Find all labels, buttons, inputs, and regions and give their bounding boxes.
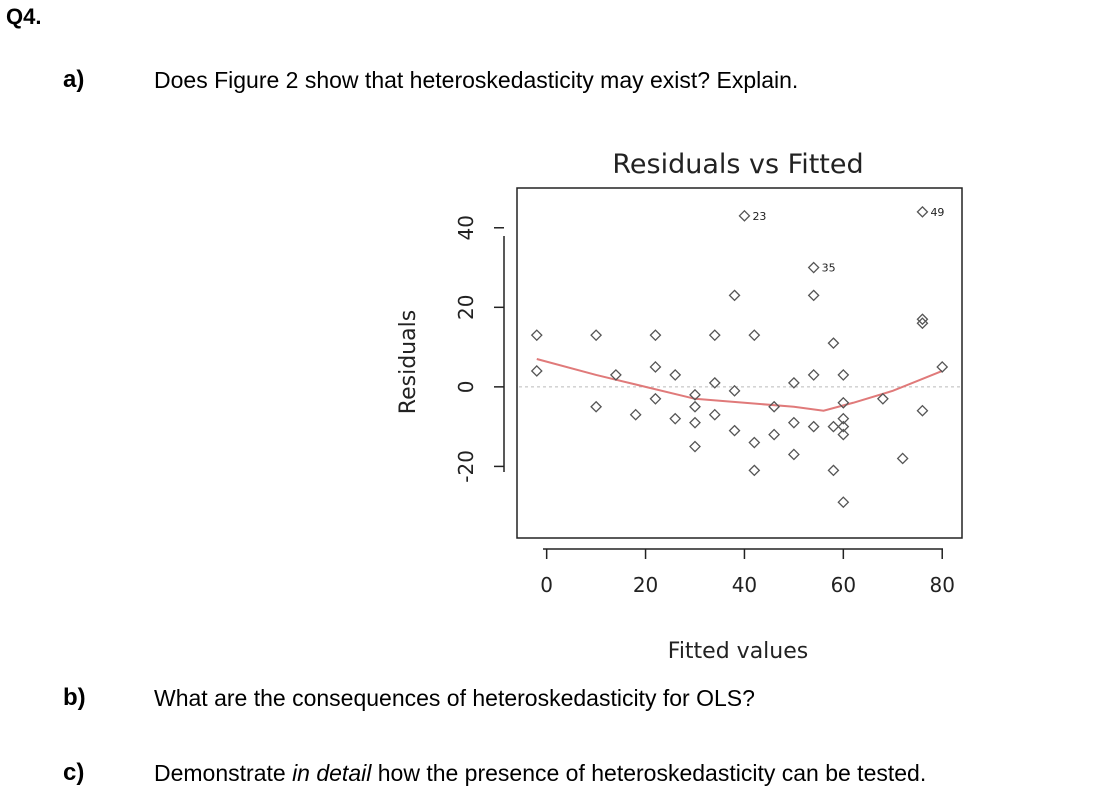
part-a-text: Does Figure 2 show that heteroskedastici… [154, 67, 799, 93]
x-tick-label: 40 [732, 573, 757, 597]
part-c-text-start: Demonstrate [154, 760, 293, 786]
data-point [837, 412, 850, 425]
y-axis-label: Residuals [396, 310, 421, 414]
data-point [649, 329, 662, 342]
data-point [787, 448, 800, 461]
data-point [837, 428, 850, 441]
data-point [896, 452, 909, 465]
data-point [827, 464, 840, 477]
data-point [807, 261, 820, 274]
data-point [807, 289, 820, 302]
data-point [807, 369, 820, 381]
data-point [916, 404, 929, 417]
smooth-trend-line [536, 358, 943, 412]
data-point [768, 400, 781, 413]
x-tick-label: 0 [540, 573, 553, 597]
x-tick-label: 20 [633, 573, 658, 597]
data-point [649, 361, 662, 373]
data-point [876, 392, 889, 405]
data-point [649, 392, 662, 405]
data-point [708, 376, 721, 389]
data-point [689, 400, 701, 413]
data-point [530, 329, 543, 342]
data-point [787, 376, 800, 389]
x-axis-label: Fitted values [668, 639, 808, 664]
part-b-label: b) [63, 684, 86, 711]
chart-title: Residuals vs Fitted [612, 149, 863, 180]
data-point [827, 337, 840, 350]
part-c-text-end: how the presence of heteroskedasticity c… [371, 760, 927, 786]
y-tick-label: 0 [454, 380, 478, 393]
data-point [590, 400, 603, 413]
data-point [629, 408, 642, 421]
data-point [748, 436, 761, 449]
point-label: 35 [822, 262, 836, 275]
data-point [530, 365, 543, 377]
part-a-label: a) [63, 66, 85, 93]
part-c-emphasis: in detail [292, 760, 372, 786]
data-point [936, 361, 949, 373]
point-label: 49 [930, 206, 944, 219]
data-point [689, 440, 701, 453]
data-point [748, 329, 761, 342]
data-point [689, 388, 701, 401]
data-points: 23 35 49 [530, 205, 949, 509]
data-point [708, 329, 721, 342]
part-c-label: c) [63, 759, 85, 786]
data-point [728, 384, 741, 397]
y-axis: -20 0 20 40 [454, 215, 505, 483]
data-point [689, 416, 701, 429]
data-point [738, 209, 751, 222]
data-point [837, 396, 850, 409]
data-point [728, 289, 741, 302]
x-axis: 0 20 40 60 80 [540, 548, 955, 597]
x-tick-label: 60 [831, 573, 856, 597]
data-point [837, 496, 850, 509]
y-tick-label: -20 [454, 450, 478, 483]
data-point [916, 313, 929, 326]
data-point [728, 424, 741, 437]
data-point [837, 369, 850, 381]
part-c-text: Demonstrate in detail how the presence o… [154, 760, 926, 787]
y-tick-label: 20 [454, 295, 478, 320]
y-tick-label: 40 [454, 215, 478, 240]
data-point [916, 205, 929, 218]
question-number: Q4. [6, 4, 42, 29]
data-point [916, 317, 929, 330]
data-point [807, 420, 820, 433]
data-point [669, 412, 682, 425]
point-label: 23 [752, 210, 766, 223]
data-point [609, 369, 622, 381]
plot-frame [516, 187, 963, 539]
data-point [669, 369, 682, 381]
data-point [590, 329, 603, 342]
data-point [708, 408, 721, 421]
data-point [787, 416, 800, 429]
data-point [837, 420, 850, 433]
data-point [748, 464, 761, 477]
data-point [768, 428, 781, 441]
x-tick-label: 80 [929, 573, 954, 597]
data-point [827, 420, 840, 433]
part-b-text: What are the consequences of heteroskeda… [154, 685, 755, 711]
